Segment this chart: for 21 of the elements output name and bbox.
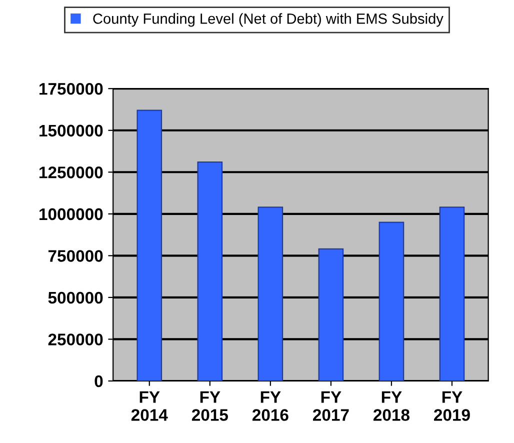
y-tick-label: 1000000 [40,208,103,220]
x-tick-label: FY 2019 [434,391,470,421]
bar [258,206,284,381]
y-tick-label: 1750000 [40,83,103,95]
y-tick-label: 250000 [48,334,103,346]
x-tick-label: FY 2018 [374,391,410,421]
bar [136,110,162,381]
y-tick-label: 500000 [48,292,103,304]
bar [439,206,465,381]
x-tick-label: FY 2017 [312,391,349,421]
bar [378,222,404,381]
y-tick-label: 1250000 [40,166,103,178]
bar [197,162,223,381]
bar [318,248,344,381]
y-tick-label: 750000 [48,250,103,262]
y-tick-label: 1500000 [40,124,103,137]
legend-label: County Funding Level (Net of Debt) with EMS Subsidy [93,13,444,27]
x-tick-label: FY 2015 [192,391,228,421]
x-tick-label: FY 2016 [252,391,288,421]
y-tick-label: 0 [94,375,103,388]
x-tick-label: FY 2014 [131,391,168,421]
